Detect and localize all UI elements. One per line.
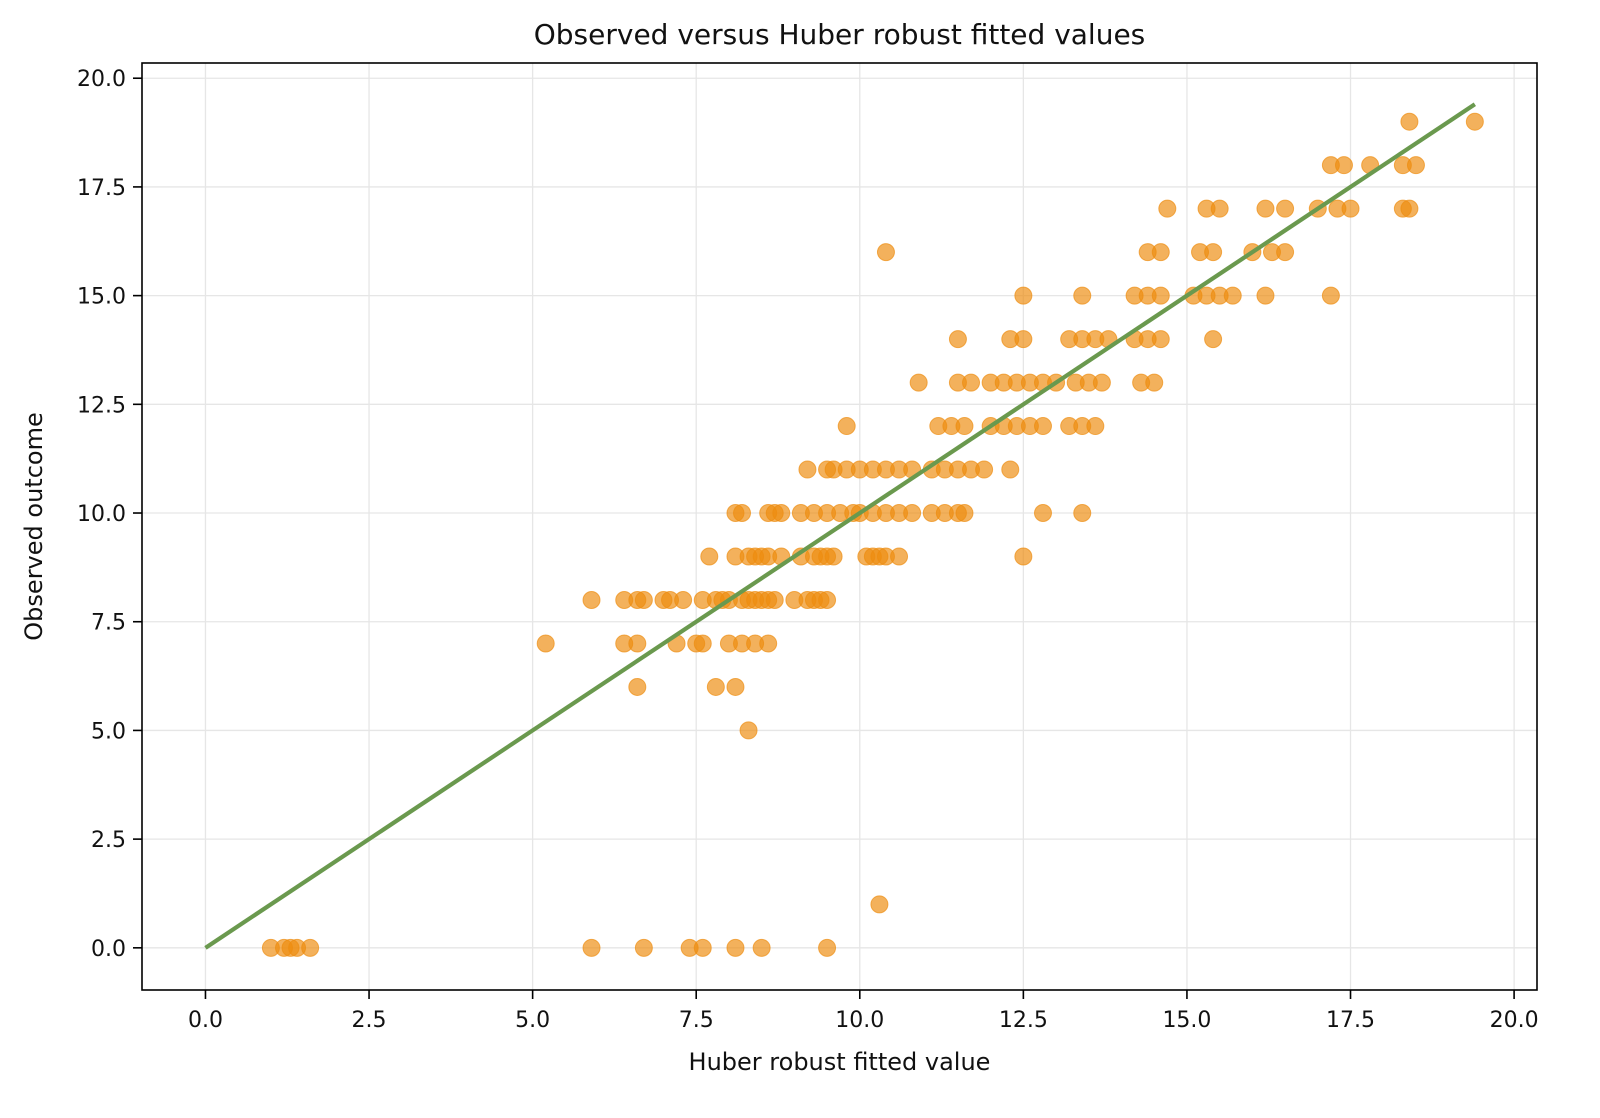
scatter-point [975, 460, 994, 479]
scatter-point [1210, 199, 1229, 218]
scatter-point [536, 634, 555, 653]
scatter-point [1092, 373, 1111, 392]
scatter-point [759, 634, 778, 653]
scatter-point [1276, 243, 1295, 262]
scatter-point [752, 938, 771, 957]
scatter-point [1256, 199, 1275, 218]
y-axis: 0.0 2.5 5.0 7.5 10.0 12.5 15.0 17.5 20.0 [77, 67, 142, 962]
scatter-point [1465, 112, 1484, 131]
y-tick-label: 15.0 [77, 285, 126, 310]
scatter-point [726, 677, 745, 696]
scatter-point [955, 417, 974, 436]
scatter-point [903, 504, 922, 523]
x-tick-label: 7.5 [679, 1008, 714, 1033]
scatter-point [693, 938, 712, 957]
scatter-point [818, 938, 837, 957]
x-tick-label: 5.0 [515, 1008, 550, 1033]
scatter-point [818, 590, 837, 609]
scatter-point [1406, 156, 1425, 175]
scatter-point [693, 634, 712, 653]
scatter-point [1073, 504, 1092, 523]
y-tick-label: 10.0 [77, 502, 126, 527]
y-axis-label: Observed outcome [20, 412, 48, 640]
x-tick-label: 0.0 [188, 1008, 223, 1033]
scatter-point [890, 547, 909, 566]
scatter-point [1204, 243, 1223, 262]
scatter-point [700, 547, 719, 566]
scatter-point [1014, 330, 1033, 349]
y-tick-label: 2.5 [91, 828, 126, 853]
scatter-point [1400, 199, 1419, 218]
scatter-point [1073, 286, 1092, 305]
scatter-point [582, 590, 601, 609]
scatter-point [1321, 286, 1340, 305]
scatter-point [1276, 199, 1295, 218]
scatter-point [772, 504, 791, 523]
scatter-point [1145, 373, 1164, 392]
scatter-point [1158, 199, 1177, 218]
x-axis-label: Huber robust fitted value [689, 1048, 991, 1076]
scatter-point [1256, 286, 1275, 305]
x-tick-label: 2.5 [352, 1008, 387, 1033]
scatter-point [1151, 243, 1170, 262]
plot-frame [141, 62, 1538, 991]
scatter-point [726, 938, 745, 957]
scatter-point [634, 938, 653, 957]
scatter-point [733, 504, 752, 523]
scatter-point [582, 938, 601, 957]
scatter-point [739, 721, 758, 740]
scatter-point [909, 373, 928, 392]
scatter-point [948, 330, 967, 349]
scatter-point [1334, 156, 1353, 175]
scatter-point [301, 938, 320, 957]
scatter-point [628, 677, 647, 696]
fit-line [204, 102, 1477, 950]
y-tick-label: 0.0 [91, 937, 126, 962]
y-tick-label: 17.5 [77, 176, 126, 201]
scatter-point [628, 634, 647, 653]
scatter-point [1014, 286, 1033, 305]
scatter-point [1223, 286, 1242, 305]
scatter-point [706, 677, 725, 696]
scatter-point [870, 895, 889, 914]
x-tick-label: 15.0 [1162, 1008, 1211, 1033]
scatter-point [674, 590, 693, 609]
x-tick-label: 10.0 [835, 1008, 884, 1033]
scatter-point [1341, 199, 1360, 218]
y-tick-label: 12.5 [77, 393, 126, 418]
scatter-point [1014, 547, 1033, 566]
scatter-point [1151, 286, 1170, 305]
scatter-point [765, 590, 784, 609]
y-tick-label: 5.0 [91, 719, 126, 744]
scatter-point [1001, 460, 1020, 479]
x-axis: 0.0 2.5 5.0 7.5 10.0 12.5 15.0 17.5 20.0 [188, 990, 1539, 1033]
scatter-point [955, 504, 974, 523]
scatter-point [798, 460, 817, 479]
scatter-point [962, 373, 981, 392]
fit-line-group [204, 102, 1477, 950]
scatter-point [824, 547, 843, 566]
scatter-point [1400, 112, 1419, 131]
scatter-point [1033, 417, 1052, 436]
scatter-points [261, 112, 1484, 957]
scatter-point [837, 417, 856, 436]
scatter-point [876, 243, 895, 262]
scatter-point [1151, 330, 1170, 349]
scatter-point [1204, 330, 1223, 349]
scatter-point [634, 590, 653, 609]
y-tick-label: 7.5 [91, 611, 126, 636]
scatter-point [1033, 504, 1052, 523]
x-tick-label: 12.5 [999, 1008, 1048, 1033]
x-tick-label: 20.0 [1490, 1008, 1539, 1033]
scatter-point [1086, 417, 1105, 436]
chart-title: Observed versus Huber robust fitted valu… [534, 18, 1146, 51]
x-tick-label: 17.5 [1326, 1008, 1375, 1033]
y-tick-label: 20.0 [77, 67, 126, 92]
